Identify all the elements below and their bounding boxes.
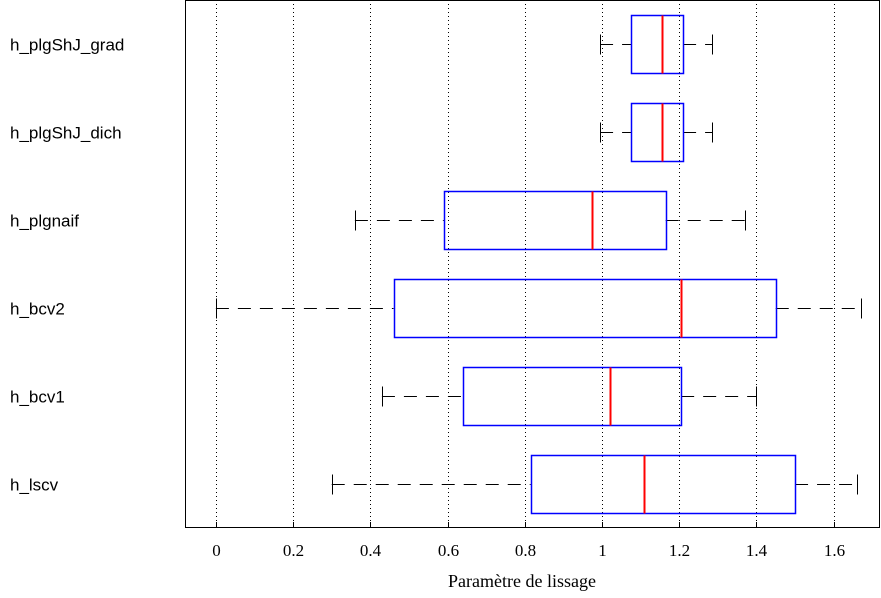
x-tick-label: 0.8	[515, 541, 536, 560]
y-category-label: h_plgShJ_dich	[10, 124, 122, 143]
y-axis: h_plgShJ_grad h_plgShJ_dich h_plgnaif h_bcv…	[10, 36, 124, 495]
grid-lines	[216, 0, 835, 528]
box-series	[215, 14, 862, 515]
x-tick-label: 1.6	[824, 541, 845, 560]
x-tick-label: 1	[598, 541, 607, 560]
y-category-label: h_plgnaif	[10, 212, 79, 231]
x-tick-label: 1.4	[746, 541, 768, 560]
x-tick-label: 0	[212, 541, 221, 560]
box-item	[381, 366, 757, 427]
y-category-label: h_lscv	[10, 476, 59, 495]
y-category-label: h_bcv1	[10, 388, 65, 407]
x-tick-label: 0.2	[283, 541, 304, 560]
y-category-label: h_plgShJ_grad	[10, 36, 124, 55]
box-item	[331, 454, 858, 515]
x-tick-label: 0.4	[360, 541, 382, 560]
box-iqr	[530, 454, 797, 515]
x-tick-label: 0.6	[438, 541, 459, 560]
x-axis: 0 0.2 0.4 0.6 0.8 1 1.2 1.4 1.6	[212, 522, 845, 560]
plot-background	[185, 0, 880, 528]
box-iqr	[630, 102, 685, 163]
box-item	[215, 278, 862, 339]
y-category-label: h_bcv2	[10, 300, 65, 319]
x-tick-label: 1.2	[669, 541, 690, 560]
x-axis-title: Paramètre de lissage	[448, 571, 596, 591]
box-iqr	[630, 14, 685, 75]
box-iqr	[443, 190, 668, 251]
box-iqr	[462, 366, 683, 427]
box-item	[600, 14, 713, 75]
box-item	[600, 102, 713, 163]
box-iqr	[393, 278, 778, 339]
box-item	[354, 190, 746, 251]
plot-frame	[185, 0, 880, 528]
